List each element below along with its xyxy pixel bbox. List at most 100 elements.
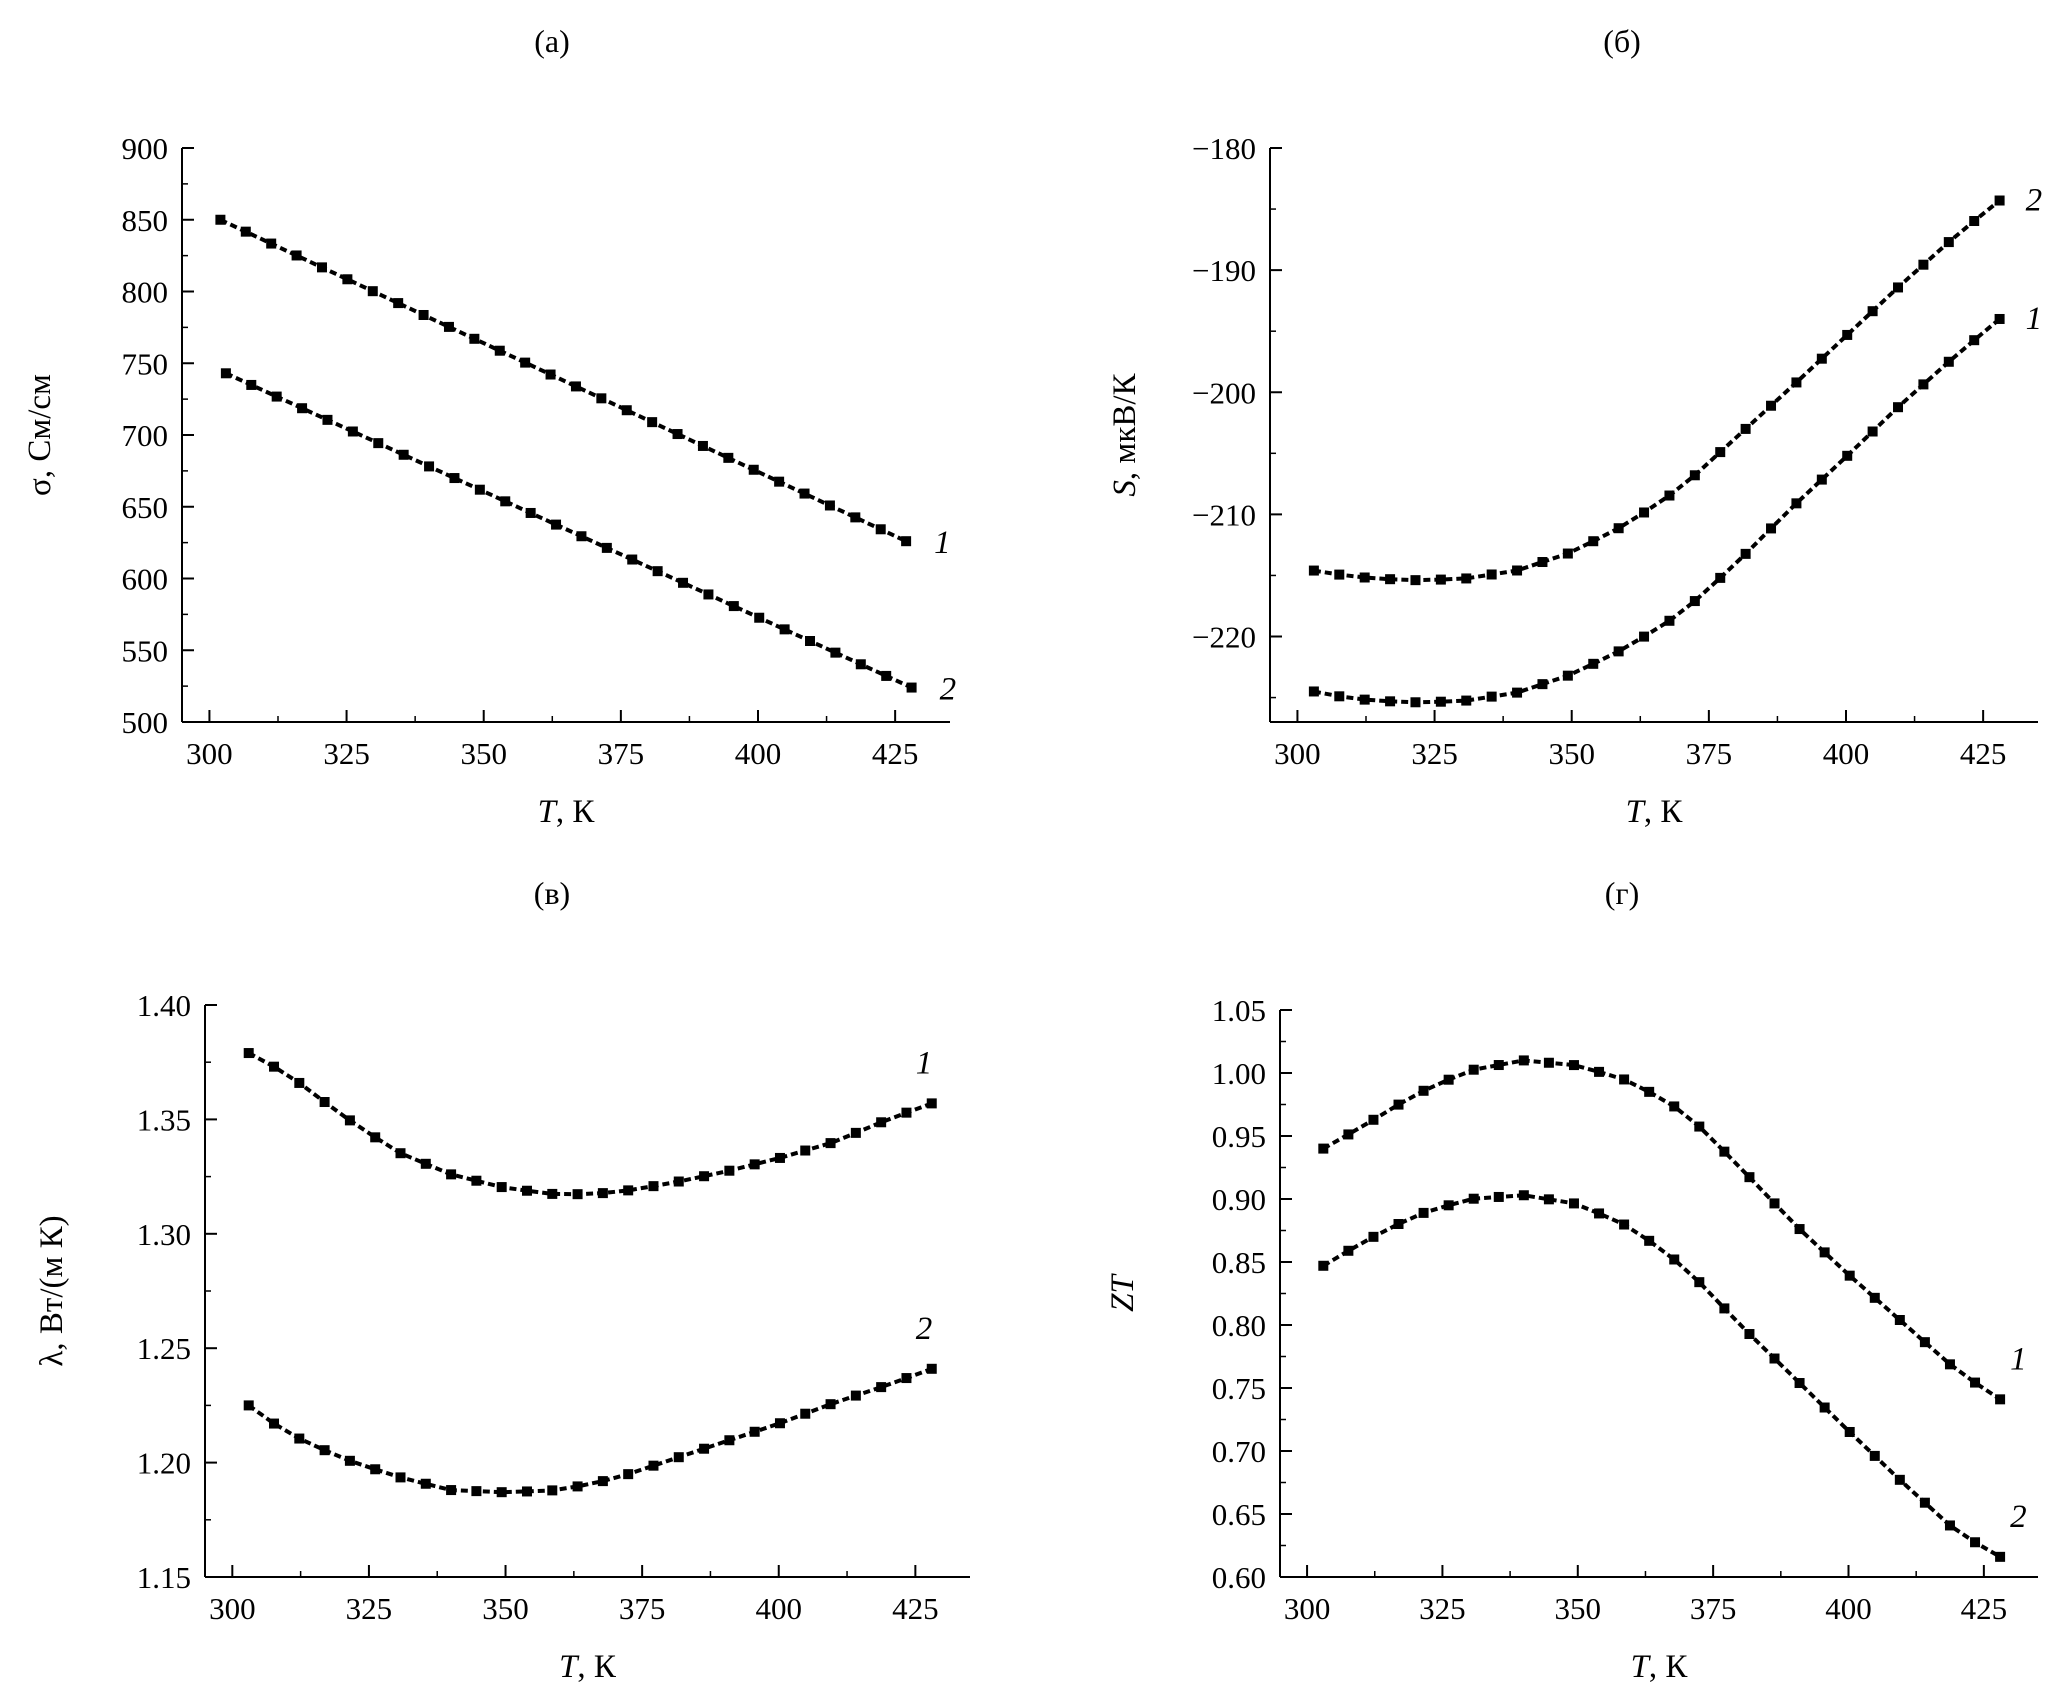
series-2-marker	[1343, 1245, 1354, 1256]
series-1-marker	[393, 298, 404, 309]
series-1-marker	[1769, 1198, 1780, 1209]
series-2-marker	[1867, 306, 1878, 317]
x-tick-label: 350	[1548, 736, 1595, 771]
series-1-marker	[596, 393, 607, 404]
x-axis-variable: T	[538, 794, 559, 830]
y-tick-label: 1.25	[137, 1331, 191, 1366]
x-axis-variable: T	[559, 1649, 580, 1682]
series-1-marker	[825, 1138, 836, 1149]
series-1-marker	[673, 1176, 684, 1187]
series-2-marker	[547, 1485, 558, 1496]
y-tick-label: 1.15	[137, 1560, 191, 1595]
x-axis-title: T, К	[1631, 1649, 1689, 1682]
series-2-marker	[1468, 1193, 1479, 1204]
y-tick-label: 850	[122, 203, 169, 238]
series-2-marker	[1919, 1497, 1930, 1508]
series-1-marker	[621, 405, 632, 416]
series-2-marker	[749, 1426, 760, 1437]
series-2-marker	[1893, 282, 1904, 293]
x-tick-label: 375	[598, 736, 645, 771]
series-2-marker	[724, 1435, 735, 1446]
series-2-marker	[1740, 423, 1751, 434]
series-2-marker	[1791, 377, 1802, 388]
series-1-marker	[697, 440, 708, 451]
series-1-marker	[1664, 615, 1675, 626]
series-2-marker	[1689, 470, 1700, 481]
series-label: 2	[940, 672, 957, 708]
series-2-marker	[850, 1390, 861, 1401]
y-tick-label: −180	[1192, 131, 1256, 166]
series-2-marker	[652, 566, 663, 577]
series-1-marker	[1334, 691, 1345, 702]
series-2-marker	[1619, 1219, 1630, 1230]
series-2-marker	[474, 484, 485, 495]
series-2-marker	[881, 670, 892, 681]
series-1-marker	[672, 429, 683, 440]
series-1-marker	[1669, 1101, 1680, 1112]
series-1-marker	[749, 1159, 760, 1170]
x-tick-label: 300	[1284, 1591, 1331, 1626]
y-tick-label: 550	[122, 633, 169, 668]
y-tick-label: 1.35	[137, 1102, 191, 1137]
series-2-marker	[1844, 1426, 1855, 1437]
series-1-line	[247, 1051, 933, 1197]
series-2-marker	[805, 636, 816, 647]
series-1-marker	[342, 274, 353, 285]
series-2-marker	[1694, 1277, 1705, 1288]
panel-label: (в)	[534, 875, 570, 911]
series-1-marker	[1844, 1270, 1855, 1281]
series-2-marker	[1334, 569, 1345, 580]
y-axis-title: λ, Вт/(м К)	[34, 1215, 70, 1366]
series-2-marker	[1613, 523, 1624, 534]
y-tick-label: 0.60	[1212, 1560, 1266, 1595]
series-1-line	[1322, 1058, 2002, 1401]
series-2-marker	[1794, 1378, 1805, 1389]
series-2-marker	[774, 1418, 785, 1429]
series-1-marker	[494, 345, 505, 356]
y-tick-label: 0.85	[1212, 1245, 1266, 1280]
x-tick-label: 400	[1825, 1591, 1872, 1626]
series-2-line	[225, 371, 913, 690]
series-2-marker	[294, 1433, 305, 1444]
series-2-marker	[521, 1486, 532, 1497]
x-tick-label: 400	[756, 1591, 803, 1626]
panel-label: (а)	[534, 23, 570, 59]
series-2-marker	[648, 1460, 659, 1471]
series-1-marker	[1719, 1146, 1730, 1157]
series-1-marker	[1715, 572, 1726, 583]
series-1-marker	[1435, 696, 1446, 707]
series-2-marker	[1537, 557, 1548, 568]
y-tick-label: 0.65	[1212, 1497, 1266, 1532]
series-2-line	[247, 1366, 933, 1495]
series-2-marker	[1994, 195, 2005, 206]
series-1-marker	[597, 1188, 608, 1199]
x-axis-variable: T	[1631, 1649, 1652, 1682]
series-label: 1	[2010, 1341, 2027, 1377]
series-2-marker	[1568, 1198, 1579, 1209]
series-1-marker	[319, 1097, 330, 1108]
y-axis-variable: σ	[22, 478, 58, 496]
x-tick-label: 400	[735, 736, 782, 771]
series-2-marker	[269, 1418, 280, 1429]
x-tick-label: 425	[872, 736, 919, 771]
series-1-marker	[1486, 691, 1497, 702]
series-1-marker	[1562, 670, 1573, 681]
y-tick-label: 1.20	[137, 1446, 191, 1481]
series-1-marker	[850, 1127, 861, 1138]
series-1-marker	[623, 1185, 634, 1196]
series-1-marker	[1537, 679, 1548, 690]
series-label: 1	[916, 1045, 933, 1081]
series-2-marker	[1970, 1537, 1981, 1548]
y-axis-unit: , Вт/(м К)	[34, 1215, 70, 1350]
series-2-marker	[1943, 237, 1954, 248]
series-2-marker	[370, 1464, 381, 1475]
series-2-marker	[1461, 573, 1472, 584]
series-label: 2	[916, 1311, 933, 1347]
x-tick-label: 350	[1555, 1591, 1602, 1626]
series-2-marker	[373, 438, 384, 449]
series-1-marker	[1343, 1129, 1354, 1140]
series-1-marker	[1819, 1247, 1830, 1258]
series-2-marker	[601, 542, 612, 553]
series-2-marker	[1766, 400, 1777, 411]
series-1-marker	[699, 1171, 710, 1182]
